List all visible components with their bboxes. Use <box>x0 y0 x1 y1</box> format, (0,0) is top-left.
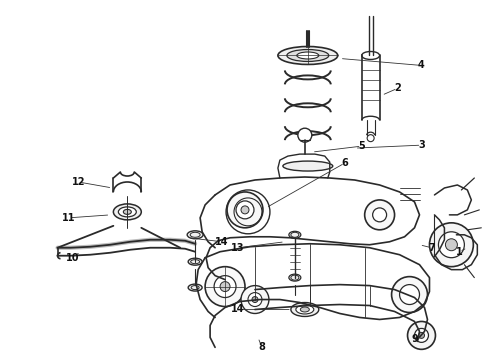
Ellipse shape <box>119 207 136 217</box>
Text: 14: 14 <box>231 305 245 315</box>
Circle shape <box>252 297 258 302</box>
Circle shape <box>392 276 427 312</box>
Circle shape <box>298 128 312 142</box>
Text: 2: 2 <box>394 84 401 93</box>
Text: 4: 4 <box>418 60 425 71</box>
Ellipse shape <box>296 305 314 314</box>
Text: 6: 6 <box>342 158 348 168</box>
Ellipse shape <box>123 210 131 214</box>
Circle shape <box>408 321 436 349</box>
Circle shape <box>227 192 263 228</box>
Circle shape <box>367 135 374 141</box>
Text: 9: 9 <box>411 334 418 345</box>
Circle shape <box>445 239 457 251</box>
Ellipse shape <box>297 52 319 59</box>
Ellipse shape <box>300 307 309 312</box>
Text: 14: 14 <box>215 237 229 247</box>
Ellipse shape <box>289 274 301 281</box>
Circle shape <box>241 206 249 214</box>
Text: 13: 13 <box>231 243 245 253</box>
Text: 1: 1 <box>456 247 463 257</box>
Ellipse shape <box>278 46 338 64</box>
Circle shape <box>399 285 419 305</box>
Text: 11: 11 <box>62 213 75 223</box>
Circle shape <box>205 267 245 306</box>
Ellipse shape <box>287 50 329 62</box>
Circle shape <box>241 285 269 314</box>
Text: 8: 8 <box>259 342 266 352</box>
Ellipse shape <box>291 302 319 316</box>
Ellipse shape <box>289 231 301 238</box>
Circle shape <box>415 328 428 342</box>
Ellipse shape <box>187 231 203 239</box>
Circle shape <box>365 200 394 230</box>
Ellipse shape <box>188 284 202 291</box>
Circle shape <box>372 208 387 222</box>
Ellipse shape <box>188 258 202 265</box>
Circle shape <box>248 293 262 306</box>
Circle shape <box>220 282 230 292</box>
Circle shape <box>236 201 254 219</box>
Ellipse shape <box>283 161 333 171</box>
Text: 10: 10 <box>66 253 79 263</box>
Text: 12: 12 <box>72 177 85 187</box>
Circle shape <box>429 223 473 267</box>
Circle shape <box>439 232 465 258</box>
Circle shape <box>418 332 424 338</box>
Circle shape <box>214 276 236 298</box>
Text: 3: 3 <box>418 140 425 150</box>
Text: 5: 5 <box>358 141 365 151</box>
Text: 7: 7 <box>428 243 435 253</box>
Ellipse shape <box>113 204 141 220</box>
